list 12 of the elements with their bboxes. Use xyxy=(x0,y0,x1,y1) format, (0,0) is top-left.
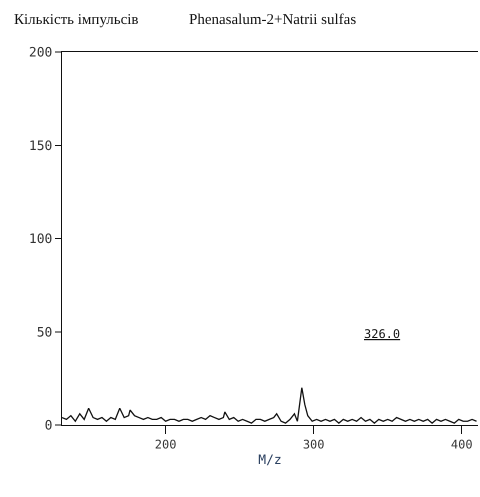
y-tick-label: 50 xyxy=(36,325,52,340)
y-tick-label: 100 xyxy=(28,232,52,248)
chart-title: Phenasalum-2+Natrii sulfas xyxy=(189,12,356,28)
y-axis-title: Кількість імпульсів xyxy=(14,12,139,28)
y-tick-label: 150 xyxy=(28,138,52,154)
annotation: 326.0 xyxy=(364,327,400,341)
x-axis-title: M/z xyxy=(258,453,282,468)
x-tick-label: 400 xyxy=(450,437,473,452)
x-tick-label: 200 xyxy=(154,437,176,452)
y-tick-label: 200 xyxy=(28,46,52,61)
x-tick-label: 300 xyxy=(302,437,325,452)
y-tick-label: 0 xyxy=(44,418,52,434)
